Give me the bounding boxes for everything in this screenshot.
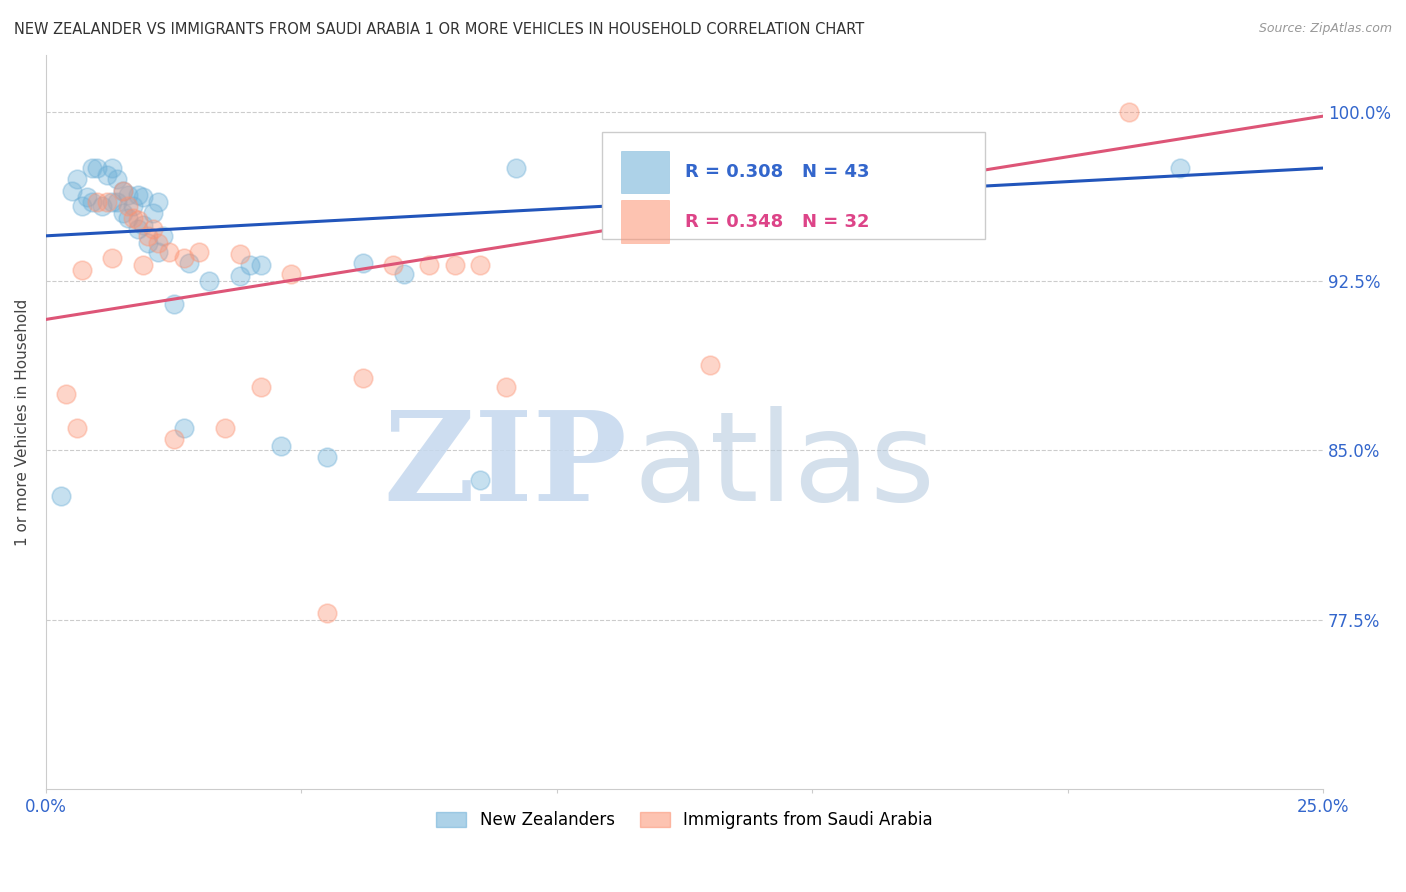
Text: NEW ZEALANDER VS IMMIGRANTS FROM SAUDI ARABIA 1 OR MORE VEHICLES IN HOUSEHOLD CO: NEW ZEALANDER VS IMMIGRANTS FROM SAUDI A… xyxy=(14,22,865,37)
Point xyxy=(136,235,159,250)
Point xyxy=(214,421,236,435)
Point xyxy=(249,380,271,394)
Point xyxy=(65,172,87,186)
Point xyxy=(173,252,195,266)
Point xyxy=(470,258,492,272)
Point xyxy=(1168,161,1191,175)
Text: atlas: atlas xyxy=(634,406,935,526)
Point xyxy=(107,194,129,209)
Point xyxy=(316,450,339,465)
Point xyxy=(101,194,124,209)
Point xyxy=(249,258,271,272)
Point xyxy=(893,161,915,175)
Point xyxy=(505,161,527,175)
Point xyxy=(495,380,517,394)
Point xyxy=(80,161,103,175)
Point xyxy=(239,258,262,272)
Point xyxy=(152,228,174,243)
Point xyxy=(148,244,170,259)
Point xyxy=(111,184,134,198)
Point xyxy=(91,199,114,213)
Point xyxy=(163,296,186,310)
Point xyxy=(70,262,93,277)
Point xyxy=(70,199,93,213)
Point xyxy=(60,184,83,198)
Point xyxy=(132,190,155,204)
Point xyxy=(127,222,149,236)
Point xyxy=(418,258,440,272)
Point xyxy=(117,211,139,225)
Point xyxy=(142,206,165,220)
Point xyxy=(101,161,124,175)
Point xyxy=(392,267,415,281)
Point xyxy=(1118,104,1140,119)
Point xyxy=(136,228,159,243)
Point xyxy=(117,199,139,213)
Point xyxy=(127,213,149,227)
Point xyxy=(117,188,139,202)
Point xyxy=(177,256,200,270)
Point xyxy=(316,606,339,620)
Point xyxy=(96,168,118,182)
Point xyxy=(163,432,186,446)
Point xyxy=(198,274,221,288)
Point xyxy=(51,489,73,503)
Point xyxy=(80,194,103,209)
Point xyxy=(699,358,721,372)
Text: Source: ZipAtlas.com: Source: ZipAtlas.com xyxy=(1258,22,1392,36)
Point xyxy=(382,258,405,272)
Point xyxy=(121,211,143,225)
FancyBboxPatch shape xyxy=(602,132,984,239)
Point xyxy=(352,256,374,270)
Point xyxy=(801,199,824,213)
Point xyxy=(229,247,252,261)
Point xyxy=(121,199,143,213)
Point xyxy=(76,190,98,204)
Point xyxy=(86,194,108,209)
Point xyxy=(86,161,108,175)
Point xyxy=(142,222,165,236)
Point xyxy=(132,258,155,272)
Bar xyxy=(620,201,669,243)
Point xyxy=(111,184,134,198)
Text: R = 0.348   N = 32: R = 0.348 N = 32 xyxy=(685,213,869,231)
Text: ZIP: ZIP xyxy=(384,406,627,526)
Text: R = 0.308   N = 43: R = 0.308 N = 43 xyxy=(685,163,869,181)
Point xyxy=(352,371,374,385)
Point xyxy=(148,235,170,250)
Point xyxy=(229,269,252,284)
Point xyxy=(470,473,492,487)
Point xyxy=(443,258,465,272)
Point xyxy=(280,267,302,281)
Point xyxy=(173,421,195,435)
Point xyxy=(55,387,77,401)
Point xyxy=(132,218,155,232)
Point xyxy=(111,206,134,220)
Point xyxy=(127,188,149,202)
Point xyxy=(101,252,124,266)
Point xyxy=(107,172,129,186)
Point xyxy=(270,439,292,453)
Legend: New Zealanders, Immigrants from Saudi Arabia: New Zealanders, Immigrants from Saudi Ar… xyxy=(430,805,939,836)
Y-axis label: 1 or more Vehicles in Household: 1 or more Vehicles in Household xyxy=(15,299,30,546)
Point xyxy=(157,244,180,259)
Point xyxy=(148,194,170,209)
Point xyxy=(188,244,211,259)
Point xyxy=(96,194,118,209)
Bar xyxy=(620,151,669,194)
Point xyxy=(65,421,87,435)
